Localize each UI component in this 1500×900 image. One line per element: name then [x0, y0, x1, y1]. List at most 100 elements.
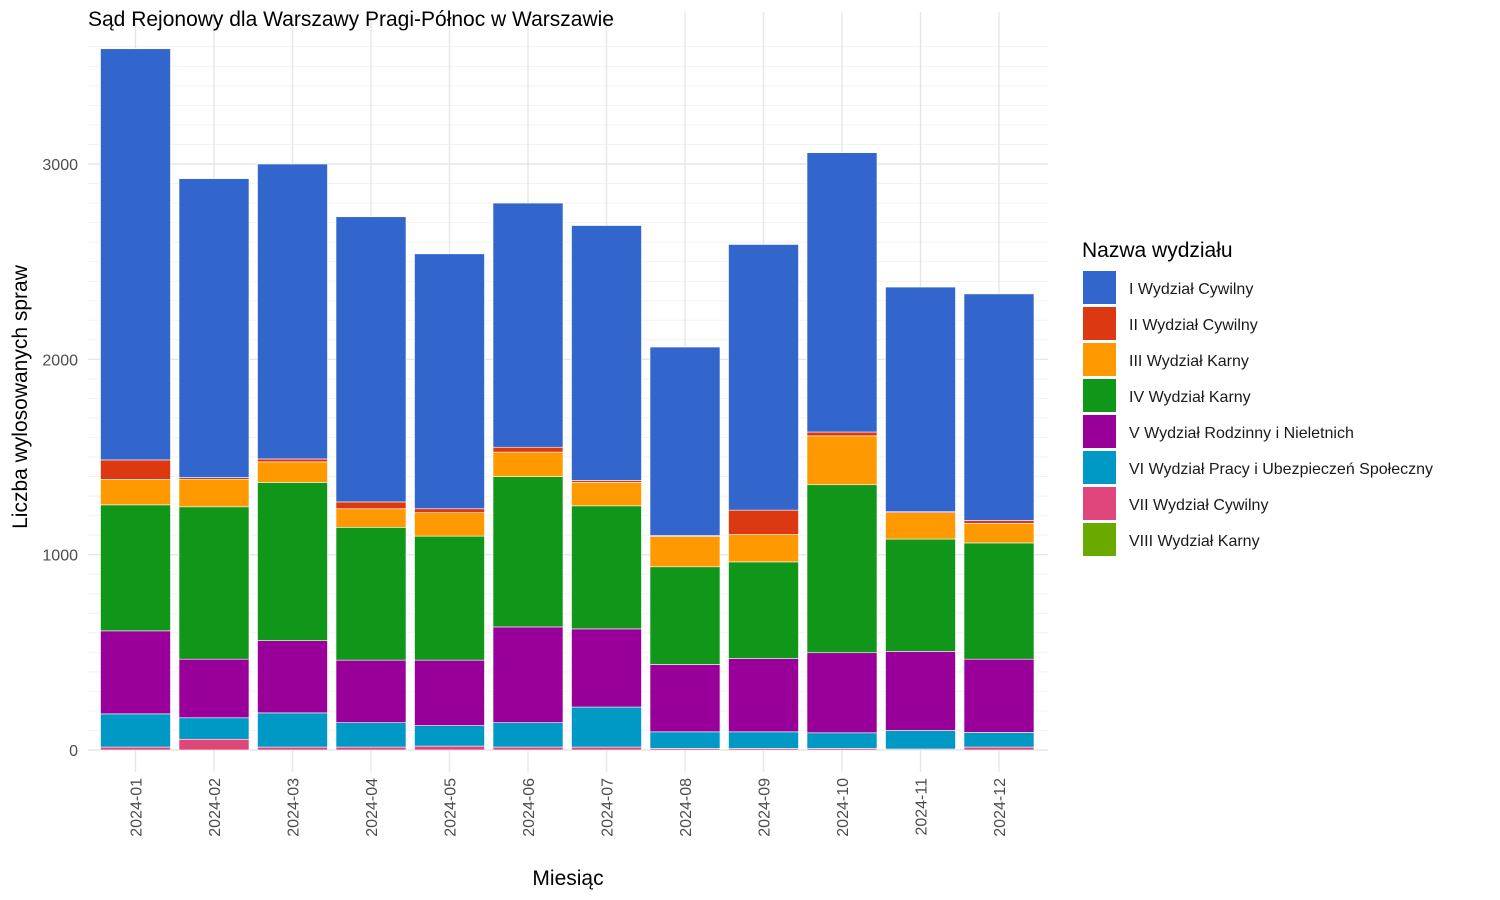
y-tick-label: 0 — [69, 743, 78, 760]
bar-segment — [335, 508, 407, 528]
chart-title: Sąd Rejonowy dla Warszawy Pragi-Północ w… — [88, 8, 614, 31]
bar-segment — [100, 713, 171, 748]
bar-segment — [649, 346, 721, 536]
legend-title: Nazwa wydziału — [1082, 239, 1233, 262]
x-tick-label: 2024-06 — [521, 778, 538, 837]
legend-swatch — [1083, 415, 1116, 448]
bar-segment — [178, 479, 250, 508]
bar-segment — [100, 48, 171, 461]
legend-swatch — [1083, 271, 1116, 304]
bar-segment — [728, 244, 799, 511]
x-tick-label: 2024-11 — [914, 778, 931, 836]
bar-segment — [414, 508, 485, 513]
bar-segment — [885, 730, 956, 750]
bar-segment — [571, 505, 642, 630]
bar-segment — [963, 732, 1035, 748]
bar-segment — [963, 746, 1035, 751]
bar-segment — [649, 536, 721, 568]
bar-segment — [100, 630, 171, 715]
bar-segment — [492, 451, 564, 477]
legend-swatch — [1083, 379, 1116, 412]
bar-segment — [100, 746, 171, 751]
bar-segment — [806, 431, 878, 437]
bar-segment — [492, 746, 564, 751]
legend-label: II Wydział Cywilny — [1129, 317, 1258, 334]
bar-segment — [414, 512, 485, 537]
x-tick-label: 2024-05 — [443, 778, 460, 837]
bar-segment — [885, 651, 956, 731]
bars — [100, 48, 1035, 751]
bar-segment — [492, 202, 564, 448]
bar-segment — [806, 484, 878, 654]
bar-segment — [963, 293, 1035, 521]
x-tick-label: 2024-01 — [129, 778, 146, 837]
x-axis-title: Miesiąc — [532, 867, 603, 890]
legend-label: VII Wydział Cywilny — [1129, 497, 1268, 514]
legend-swatch — [1083, 307, 1116, 340]
bar-segment — [178, 658, 250, 719]
bar-segment — [178, 178, 250, 478]
legend-label: VI Wydział Pracy i Ubezpieczeń Społeczny — [1129, 461, 1433, 478]
bar-segment — [100, 504, 171, 632]
bar-segment — [257, 458, 328, 463]
y-tick-label: 1000 — [42, 548, 78, 565]
bar-segment — [492, 722, 564, 748]
x-tick-label: 2024-12 — [992, 778, 1009, 837]
y-tick-label: 3000 — [42, 157, 78, 174]
bar-segment — [335, 216, 407, 503]
bar-segment — [492, 626, 564, 723]
y-tick-label: 2000 — [42, 352, 78, 369]
legend: Nazwa wydziału I Wydział Cywilny II Wydzi… — [1082, 239, 1433, 556]
bar-segment — [335, 659, 407, 723]
x-tick-label: 2024-07 — [600, 778, 617, 837]
bar-segment — [100, 479, 171, 506]
legend-swatch — [1083, 343, 1116, 376]
x-tick-label: 2024-08 — [678, 778, 695, 837]
bar-segment — [649, 664, 721, 733]
bar-segment — [728, 534, 799, 563]
bar-segment — [257, 482, 328, 641]
bar-segment — [963, 542, 1035, 660]
bar-segment — [257, 712, 328, 748]
bar-segment — [414, 535, 485, 661]
bar-segment — [649, 566, 721, 665]
bar-segment — [492, 476, 564, 628]
bar-segment — [571, 628, 642, 708]
bar-segment — [178, 738, 250, 751]
bar-segment — [885, 286, 956, 512]
bar-segment — [963, 520, 1035, 524]
legend-label: I Wydział Cywilny — [1129, 281, 1253, 298]
legend-swatch — [1083, 523, 1116, 556]
bar-segment — [806, 152, 878, 433]
legend-label: VIII Wydział Karny — [1129, 533, 1260, 550]
bar-segment — [414, 659, 485, 726]
bar-segment — [414, 745, 485, 751]
bar-segment — [649, 731, 721, 749]
legend-swatch — [1083, 487, 1116, 520]
y-axis-title: Liczba wylosowanych spraw — [9, 264, 32, 529]
bar-segment — [728, 509, 799, 535]
bar-segment — [335, 722, 407, 748]
bar-segment — [885, 512, 956, 540]
bar-segment — [728, 731, 799, 749]
bar-segment — [963, 658, 1035, 733]
x-tick-label: 2024-03 — [286, 778, 303, 837]
bar-segment — [335, 501, 407, 510]
bar-segment — [806, 732, 878, 749]
axes: 0 1000 2000 3000 2024-01 2024-02 2024-03 2024-0… — [42, 157, 1009, 837]
bar-segment — [806, 435, 878, 486]
legend-label: IV Wydział Karny — [1129, 389, 1251, 406]
bar-segment — [335, 527, 407, 661]
bar-segment — [414, 253, 485, 510]
x-tick-label: 2024-02 — [207, 778, 224, 837]
bar-segment — [257, 461, 328, 483]
legend-label: III Wydział Karny — [1129, 353, 1249, 370]
x-tick-label: 2024-09 — [757, 778, 774, 837]
bar-segment — [257, 746, 328, 751]
bar-segment — [728, 658, 799, 733]
bar-segment — [806, 652, 878, 734]
bar-segment — [100, 459, 171, 480]
bar-segment — [335, 746, 407, 751]
